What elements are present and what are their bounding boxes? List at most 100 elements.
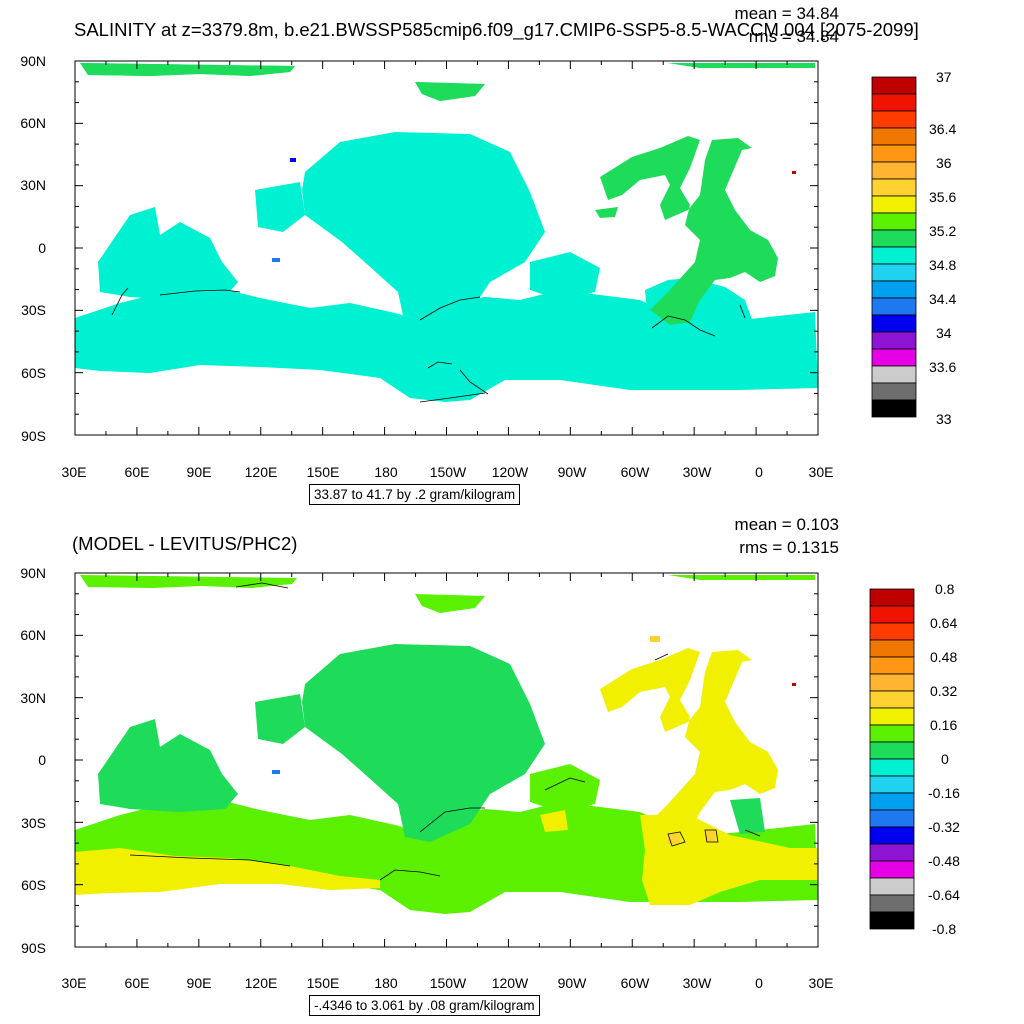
- top-map: [74, 60, 819, 436]
- top-colorbar: [871, 76, 917, 418]
- lon-label: 180: [374, 975, 398, 991]
- top-contours: [111, 287, 746, 403]
- lon-label: 90W: [557, 975, 587, 991]
- colorbar-box: [869, 639, 915, 658]
- lon-label: 90W: [557, 464, 587, 480]
- top-contour-info: 33.87 to 41.7 by .2 gram/kilogram: [309, 484, 521, 505]
- colorbar-label: 0.32: [930, 683, 958, 699]
- colorbar-label: 35.6: [929, 189, 957, 205]
- colorbar-box: [871, 212, 917, 231]
- lat-label: 30N: [20, 177, 46, 193]
- lon-label: 150W: [429, 975, 467, 991]
- bottom-misc-cells: [272, 636, 796, 844]
- lon-label: 0: [755, 464, 763, 480]
- lon-label: 30E: [61, 975, 87, 991]
- bottom-bias-positive-small: [75, 575, 818, 914]
- lat-label: 60N: [20, 115, 46, 131]
- colorbar-label: 37: [936, 69, 952, 85]
- lon-label: 60W: [620, 975, 650, 991]
- bottom-rms-label: rms = 0.1315: [739, 538, 839, 557]
- lat-label: 90N: [20, 565, 46, 581]
- bottom-colorbar: [869, 588, 915, 930]
- colorbar-box: [871, 331, 917, 350]
- colorbar-box: [869, 877, 915, 896]
- top-rms-label: rms = 34.84: [748, 27, 839, 46]
- top-mean-label: mean = 34.84: [734, 4, 839, 23]
- colorbar-label: 0: [941, 751, 949, 767]
- lon-label: 60W: [620, 464, 650, 480]
- lon-label: 60E: [124, 464, 150, 480]
- lon-label: 150W: [429, 464, 467, 480]
- lon-label: 90E: [186, 975, 212, 991]
- colorbar-label: 36.4: [929, 121, 957, 137]
- bottom-mean-label: mean = 0.103: [734, 515, 839, 534]
- colorbar-box: [871, 178, 917, 197]
- lon-label: 120E: [244, 975, 278, 991]
- colorbar-label: 34.8: [929, 257, 957, 273]
- colorbar-label: -0.32: [928, 819, 960, 835]
- colorbar-label: 0.48: [930, 649, 958, 665]
- lat-label: 30S: [21, 815, 46, 831]
- lon-label: 150E: [306, 975, 340, 991]
- colorbar-label: 36: [936, 155, 952, 171]
- colorbar-box: [871, 263, 917, 282]
- lat-label: 90N: [20, 53, 46, 69]
- colorbar-box: [869, 860, 915, 879]
- colorbar-box: [869, 707, 915, 726]
- colorbar-label: 33: [936, 411, 952, 427]
- colorbar-label: -0.64: [928, 887, 960, 903]
- colorbar-box: [871, 127, 917, 146]
- bottom-map: [74, 572, 819, 948]
- lat-label: 60N: [20, 627, 46, 643]
- bottom-contours: [129, 582, 761, 881]
- top-map-ticks: [74, 60, 819, 436]
- colorbar-box: [871, 246, 917, 265]
- colorbar-label: 33.6: [929, 359, 957, 375]
- colorbar-box: [869, 741, 915, 760]
- colorbar-box: [869, 843, 915, 862]
- colorbar-box: [869, 809, 915, 828]
- lat-label: 30S: [21, 302, 46, 318]
- colorbar-box: [869, 656, 915, 675]
- bottom-bias-positive: [75, 648, 818, 905]
- colorbar-box: [871, 229, 917, 248]
- colorbar-box: [871, 280, 917, 299]
- lon-label: 150E: [306, 464, 340, 480]
- colorbar-box: [869, 894, 915, 913]
- colorbar-label: -0.48: [928, 853, 960, 869]
- lat-label: 90S: [21, 428, 46, 444]
- colorbar-box: [869, 690, 915, 709]
- lat-label: 0: [38, 240, 46, 256]
- colorbar-box: [871, 297, 917, 316]
- colorbar-box: [871, 93, 917, 112]
- lon-label: 0: [755, 975, 763, 991]
- colorbar-box: [871, 76, 917, 95]
- colorbar-box: [869, 605, 915, 624]
- colorbar-box: [869, 775, 915, 794]
- lon-label: 120W: [491, 975, 529, 991]
- colorbar-box: [871, 110, 917, 129]
- colorbar-box: [871, 195, 917, 214]
- bottom-plot-title: (MODEL - LEVITUS/PHC2): [72, 533, 298, 554]
- lat-label: 60S: [21, 877, 46, 893]
- lon-label: 30W: [682, 464, 712, 480]
- lon-label: 120W: [491, 464, 529, 480]
- colorbar-box: [869, 911, 915, 930]
- top-misc-cells: [272, 158, 796, 262]
- lon-label: 60E: [124, 975, 150, 991]
- lat-label: 90S: [21, 940, 46, 956]
- lat-label: 30N: [20, 690, 46, 706]
- colorbar-box: [871, 348, 917, 367]
- colorbar-box: [869, 826, 915, 845]
- lat-label: 60S: [21, 365, 46, 381]
- top-plot-title: SALINITY at z=3379.8m, b.e21.BWSSP585cmi…: [74, 19, 919, 40]
- colorbar-box: [869, 724, 915, 743]
- bottom-contour-info: -.4346 to 3.061 by .08 gram/kilogram: [309, 995, 540, 1016]
- colorbar-box: [871, 365, 917, 384]
- top-high-salinity: [80, 63, 815, 325]
- colorbar-label: 34: [936, 325, 952, 341]
- colorbar-box: [871, 144, 917, 163]
- lon-label: 30E: [808, 975, 834, 991]
- lon-label: 30E: [61, 464, 87, 480]
